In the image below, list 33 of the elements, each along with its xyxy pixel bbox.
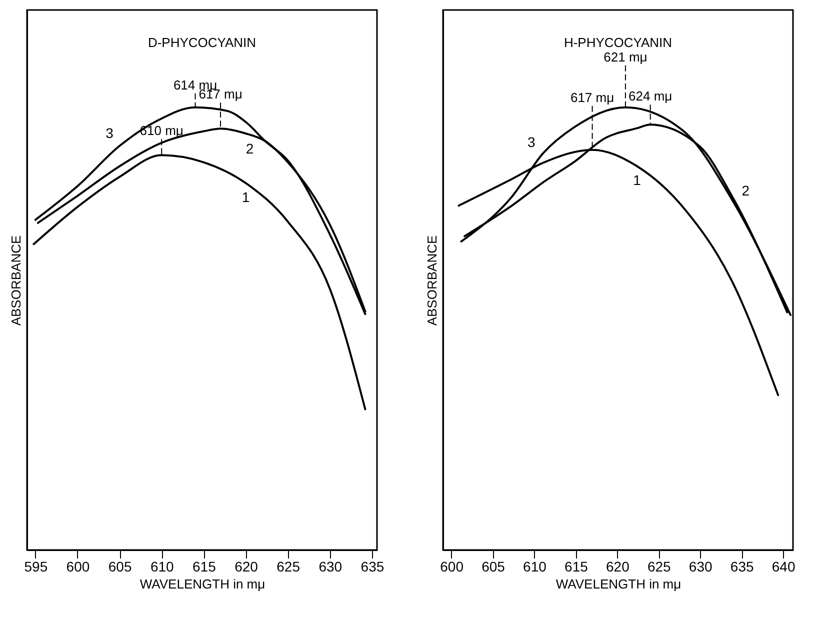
- x-tick-label: 625: [647, 558, 672, 574]
- x-tick-label: 625: [276, 558, 300, 574]
- chart-title: H-PHYCOCYANIN: [564, 35, 672, 50]
- x-tick-label: 620: [606, 558, 630, 574]
- x-axis-title: WAVELENGTH in mμ: [140, 576, 266, 592]
- x-tick-label: 610: [523, 558, 547, 574]
- annotation: 624 mμ: [628, 88, 672, 104]
- series-label: 1: [242, 189, 250, 206]
- series-label: 1: [633, 172, 642, 188]
- x-tick-label: 605: [108, 558, 132, 574]
- y-axis-title: ABSORBANCE: [8, 235, 24, 326]
- x-tick-label: 615: [192, 558, 216, 574]
- annotation: 621 mμ: [604, 49, 648, 64]
- x-tick-label: 605: [482, 558, 506, 574]
- x-tick-label: 635: [360, 558, 384, 574]
- x-tick-label: 640: [772, 558, 796, 574]
- x-tick-label: 600: [66, 558, 90, 574]
- x-tick-label: 615: [564, 558, 588, 574]
- x-tick-label: 595: [24, 558, 48, 574]
- x-tick-label: 610: [150, 558, 174, 574]
- x-tick-label: 600: [440, 558, 464, 574]
- series-label: 3: [106, 124, 114, 141]
- annotation: 617 mμ: [570, 90, 614, 105]
- x-tick-label: 630: [688, 558, 712, 574]
- series-label: 2: [742, 182, 750, 198]
- x-tick-label: 630: [318, 558, 342, 574]
- y-axis-title: ABSORBANCE: [424, 235, 440, 326]
- x-tick-label: 635: [730, 558, 754, 574]
- chart-title: D-PHYCOCYANIN: [148, 35, 256, 50]
- series-label: 2: [246, 140, 254, 156]
- x-tick-label: 620: [234, 558, 258, 574]
- x-axis-title: WAVELENGTH in mμ: [556, 576, 682, 592]
- series-label: 3: [527, 134, 536, 150]
